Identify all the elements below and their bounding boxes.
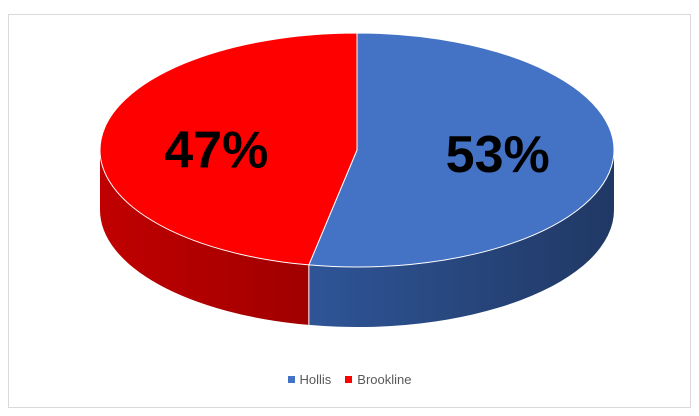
legend-swatch-hollis	[287, 376, 295, 383]
legend-item-brookline: Brookline	[345, 372, 412, 387]
data-label-brookline: 47%	[164, 122, 268, 180]
slice-hollis	[308, 32, 615, 268]
slice-side-brookline	[100, 150, 309, 325]
legend: Hollis Brookline	[0, 372, 699, 387]
slice-brookline	[99, 32, 358, 266]
legend-label-hollis: Hollis	[299, 372, 332, 387]
data-label-hollis: 53%	[446, 126, 550, 184]
legend-item-hollis: Hollis	[287, 372, 332, 387]
legend-swatch-brookline	[345, 376, 353, 383]
slice-side-hollis	[308, 150, 614, 327]
legend-label-brookline: Brookline	[357, 372, 412, 387]
